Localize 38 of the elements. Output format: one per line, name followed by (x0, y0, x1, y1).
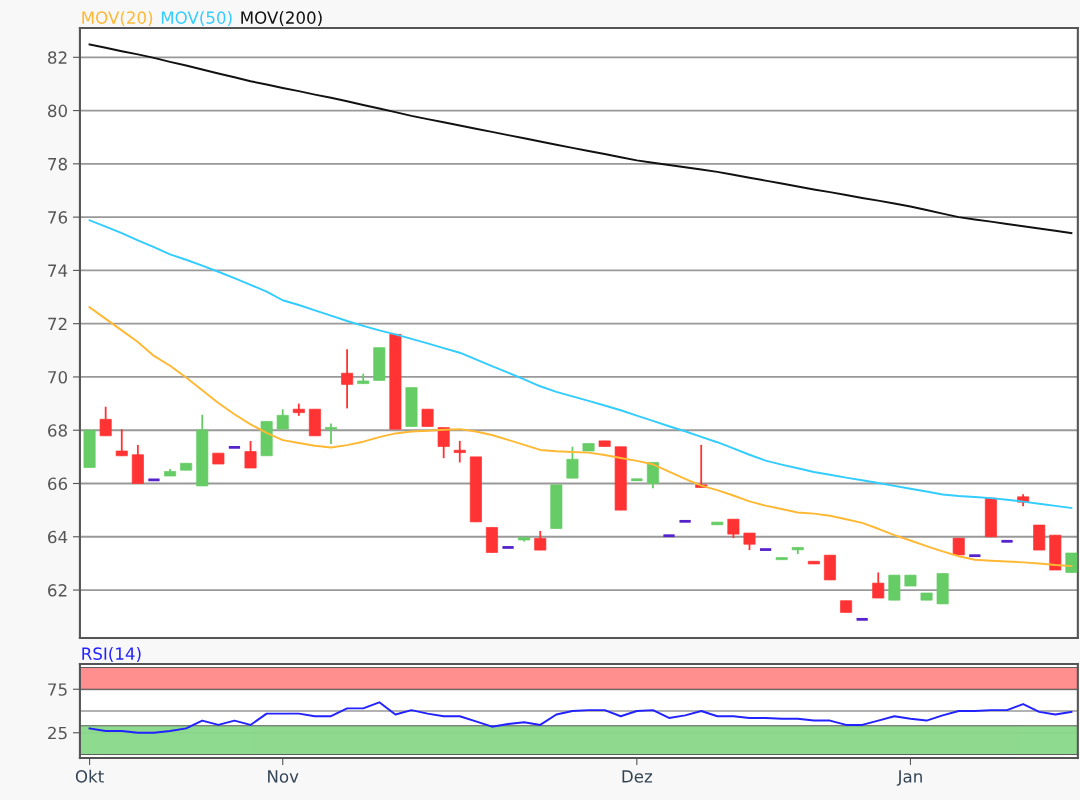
x-tick-label: Nov (268, 770, 299, 783)
candlestick (872, 571, 885, 599)
candlestick (341, 348, 354, 410)
text: MOV(20) (82, 11, 153, 26)
y-tick-label: 62 (48, 584, 67, 597)
text: MOV(50) (161, 11, 232, 26)
y-tick-label: 66 (48, 477, 68, 491)
line-series (88, 219, 1073, 509)
candlestick (727, 518, 740, 540)
text: RSI(14) (82, 647, 141, 662)
y-tick-label: 25 (48, 726, 67, 740)
y-tick-label: 70 (48, 370, 68, 384)
text: MOV(200) (241, 11, 322, 26)
line-series (88, 43, 1073, 235)
y-tick-label: 80 (48, 104, 68, 118)
candlestick (453, 439, 466, 464)
line-series (88, 701, 1073, 734)
x-tick-label: Jan (896, 770, 922, 786)
candlestick (276, 408, 289, 431)
y-tick-label: 68 (48, 424, 67, 437)
line-series (88, 306, 1073, 568)
candlestick (534, 530, 547, 552)
y-tick-label: 72 (48, 317, 67, 331)
y-tick-label: 76 (48, 211, 68, 224)
candlestick (244, 439, 257, 469)
candlestick (646, 461, 659, 490)
candlestick (115, 428, 128, 457)
y-tick-label: 78 (48, 157, 67, 171)
y-tick-label: 64 (48, 530, 68, 544)
candlestick (437, 426, 450, 460)
x-tick-label: Okt (75, 769, 104, 783)
candlestick (99, 405, 112, 437)
candlestick (566, 445, 579, 480)
y-tick-label: 74 (48, 264, 68, 277)
x-tick-label: Dez (622, 770, 653, 783)
y-tick-label: 75 (48, 683, 67, 696)
y-tick-label: 82 (48, 51, 67, 64)
candlestick (325, 422, 337, 445)
